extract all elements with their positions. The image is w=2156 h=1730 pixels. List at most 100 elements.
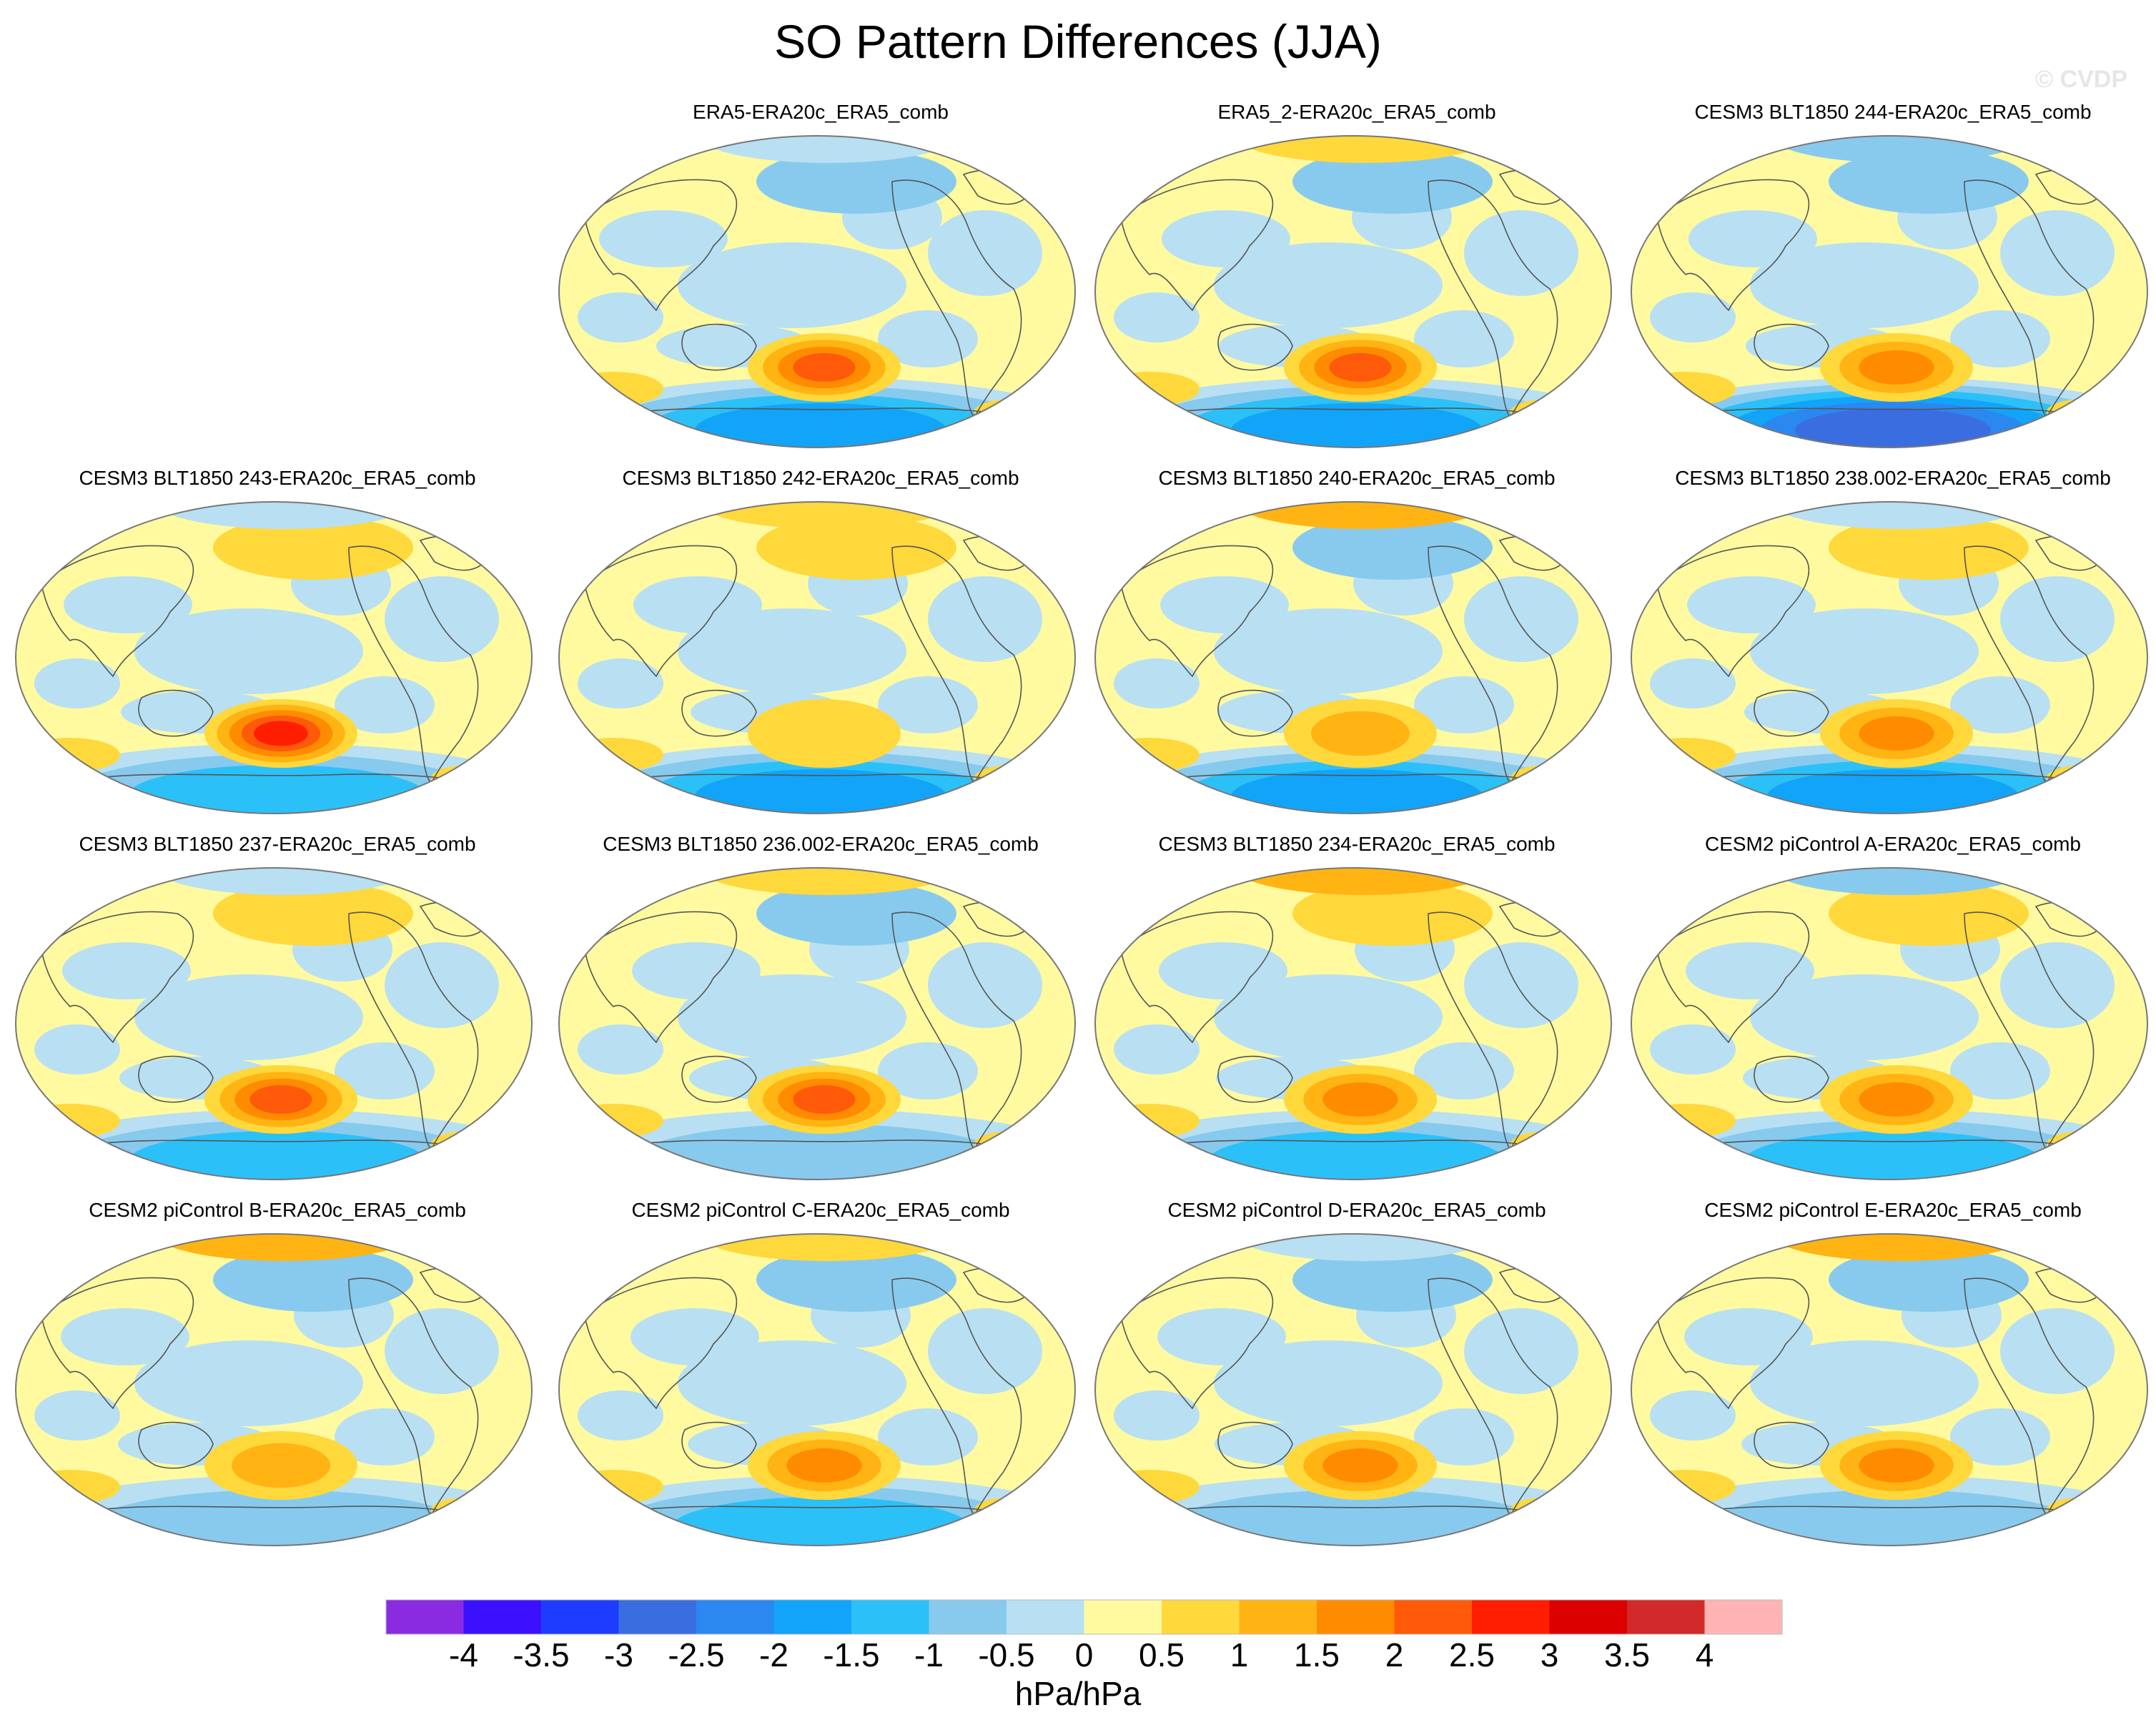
coastline: [891, 1277, 1022, 1517]
colorbar-tick-label: -2: [759, 1636, 788, 1674]
colorbar-tick-label: 4: [1695, 1636, 1714, 1674]
map-panel: CESM2 piControl B-ERA20c_ERA5_comb: [13, 1198, 542, 1556]
north-anomaly: [1292, 1247, 1493, 1312]
coastline: [584, 179, 738, 312]
pos-anomaly-patch: [974, 765, 1053, 791]
map-outline: [558, 867, 1076, 1180]
panel-title: CESM2 piControl E-ERA20c_ERA5_comb: [1704, 1199, 2082, 1221]
pos-anomaly-patch: [563, 738, 663, 772]
neg-anomaly-patch: [1114, 1390, 1200, 1440]
map-svg: [15, 867, 533, 1180]
coastline: [681, 323, 757, 371]
colorbar-units: hPa/hPa: [1014, 1675, 1142, 1712]
pos-anomaly-patch: [1510, 399, 1589, 425]
neg-anomaly-patch: [1414, 310, 1514, 367]
arctic-anomaly: [1235, 1234, 1493, 1261]
panel-title: ERA5-ERA20c_ERA5_comb: [693, 101, 949, 123]
coastline: [1656, 179, 1810, 312]
pos-anomaly-patch: [563, 1104, 663, 1138]
panel-title: CESM3 BLT1850 238.002-ERA20c_ERA5_comb: [1675, 467, 2111, 489]
coastline: [1754, 1055, 1829, 1103]
colorbar-tick-label: -2.5: [668, 1636, 725, 1674]
coastline: [681, 689, 757, 737]
coastline: [584, 1277, 738, 1410]
neg-anomaly-patch: [928, 1308, 1042, 1394]
colorbar-swatch: [696, 1600, 774, 1634]
map-outline: [558, 501, 1076, 814]
map-outline: [1094, 867, 1612, 1180]
watermark: © CVDP: [2035, 66, 2127, 93]
neg-anomaly-patch: [2000, 1308, 2115, 1394]
arctic-anomaly: [1771, 502, 2029, 529]
neg-anomaly-patch: [1950, 1042, 2050, 1099]
colorbar-tick-label: -1: [914, 1636, 944, 1674]
neg-anomaly-patch: [599, 210, 728, 267]
colorbar-swatch: [386, 1600, 464, 1634]
map-panel: CESM3 BLT1850 243-ERA20c_ERA5_comb: [13, 466, 542, 824]
map-svg: [1631, 501, 2148, 814]
neg-anomaly-patch: [928, 942, 1042, 1028]
map-panel: ERA5_2-ERA20c_ERA5_comb: [1092, 100, 1621, 458]
colorbar-swatch: [1007, 1600, 1084, 1634]
north-anomaly: [756, 1247, 956, 1312]
neg-anomaly-patch: [64, 576, 192, 633]
neg-anomaly-patch: [335, 1042, 435, 1099]
neg-anomaly-patch: [928, 576, 1042, 662]
pos-anomaly-patch: [1510, 1131, 1589, 1157]
colorbar-frame: [385, 1599, 1783, 1635]
neg-anomaly-patch: [134, 974, 363, 1060]
colorbar-tick-label: 2: [1385, 1636, 1404, 1674]
pos-anomaly-blob: [1859, 716, 1934, 751]
coastline: [1217, 689, 1293, 737]
pos-anomaly-blob: [254, 721, 308, 746]
pos-anomaly-patch: [1636, 738, 1736, 772]
panel-title: CESM2 piControl D-ERA20c_ERA5_comb: [1167, 1199, 1546, 1221]
coastline: [1428, 179, 1558, 419]
coastline: [41, 1277, 194, 1410]
neg-anomaly-patch: [578, 658, 663, 708]
map-panel: CESM2 piControl E-ERA20c_ERA5_comb: [1628, 1198, 2156, 1556]
coastline: [1428, 911, 1558, 1151]
colorbar-tick-label: -4: [449, 1636, 478, 1674]
pos-anomaly-patch: [563, 1470, 663, 1504]
panel-title: CESM3 BLT1850 234-ERA20c_ERA5_comb: [1158, 833, 1556, 855]
colorbar-tick-label: -1.5: [823, 1636, 880, 1674]
pos-anomaly-patch: [431, 1131, 510, 1157]
coastline: [1754, 1421, 1829, 1469]
north-anomaly: [756, 149, 956, 214]
neg-anomaly-patch: [678, 608, 906, 694]
north-anomaly: [1829, 149, 2029, 214]
south-anomaly: [630, 1124, 1012, 1180]
neg-anomaly-patch: [1684, 1308, 1813, 1365]
neg-anomaly-patch: [578, 1390, 663, 1440]
coastline: [891, 911, 1022, 1151]
north-anomaly: [213, 881, 413, 946]
neg-anomaly-patch: [678, 242, 906, 328]
neg-anomaly-patch: [1950, 676, 2050, 733]
pos-anomaly-patch: [1099, 372, 1200, 406]
pos-anomaly-blob: [1859, 1082, 1934, 1117]
neg-anomaly-patch: [1214, 242, 1443, 328]
coastline: [1964, 545, 2095, 785]
neg-anomaly-patch: [1650, 1390, 1736, 1440]
pos-anomaly-patch: [1099, 1470, 1200, 1504]
colorbar-tick-label: 1.5: [1294, 1636, 1340, 1674]
neg-anomaly-patch: [1414, 1408, 1514, 1465]
north-anomaly: [756, 515, 956, 580]
coastline: [1120, 179, 1274, 312]
neg-anomaly-patch: [134, 1340, 363, 1426]
neg-anomaly-patch: [928, 210, 1042, 296]
map-svg: [1094, 1233, 1612, 1546]
arctic-anomaly: [699, 868, 956, 895]
neg-anomaly-patch: [1414, 676, 1514, 733]
pos-anomaly-patch: [1099, 1104, 1200, 1138]
south-anomaly: [1702, 1490, 2084, 1546]
north-anomaly: [1292, 515, 1493, 580]
coastline: [891, 179, 1022, 419]
panel-title: CESM2 piControl C-ERA20c_ERA5_comb: [631, 1199, 1010, 1221]
neg-anomaly-patch: [1750, 608, 1979, 694]
coastline: [348, 911, 479, 1151]
neg-anomaly-patch: [678, 1340, 906, 1426]
map-outline: [1631, 135, 2148, 448]
colorbar-swatch: [1627, 1600, 1705, 1634]
